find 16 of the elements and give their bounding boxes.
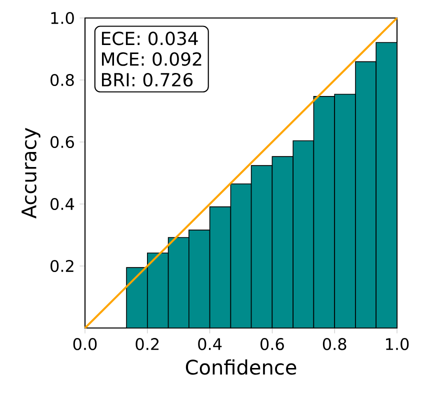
annotation: MCE: 0.092 <box>102 52 202 66</box>
x-tick-label: 0.8 <box>322 338 346 350</box>
annotation: BRI: 0.726 <box>102 72 193 87</box>
x-tick-label: 1.0 <box>386 338 409 350</box>
x-tick-label: 0.2 <box>136 338 159 350</box>
y-tick-label: 0.6 <box>50 136 74 148</box>
x-tick-label: 0.6 <box>260 338 284 350</box>
annotation: ECE: 0.034 <box>102 32 198 46</box>
y-tick-label: 0.8 <box>50 74 74 86</box>
y-tick-label: 1.0 <box>51 12 74 24</box>
y-tick-label: 0.4 <box>50 198 74 210</box>
x-tick-label: 0.0 <box>73 338 97 350</box>
x-tick-label: 0.4 <box>198 338 222 350</box>
x-axis-title: Confidence <box>186 359 296 375</box>
y-tick-label: 0.2 <box>50 260 74 272</box>
y-axis-title: Accuracy <box>22 128 40 219</box>
